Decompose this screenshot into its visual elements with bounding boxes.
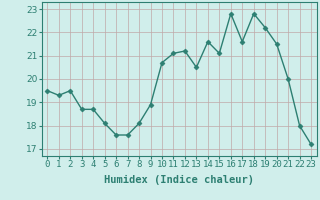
X-axis label: Humidex (Indice chaleur): Humidex (Indice chaleur) xyxy=(104,175,254,185)
